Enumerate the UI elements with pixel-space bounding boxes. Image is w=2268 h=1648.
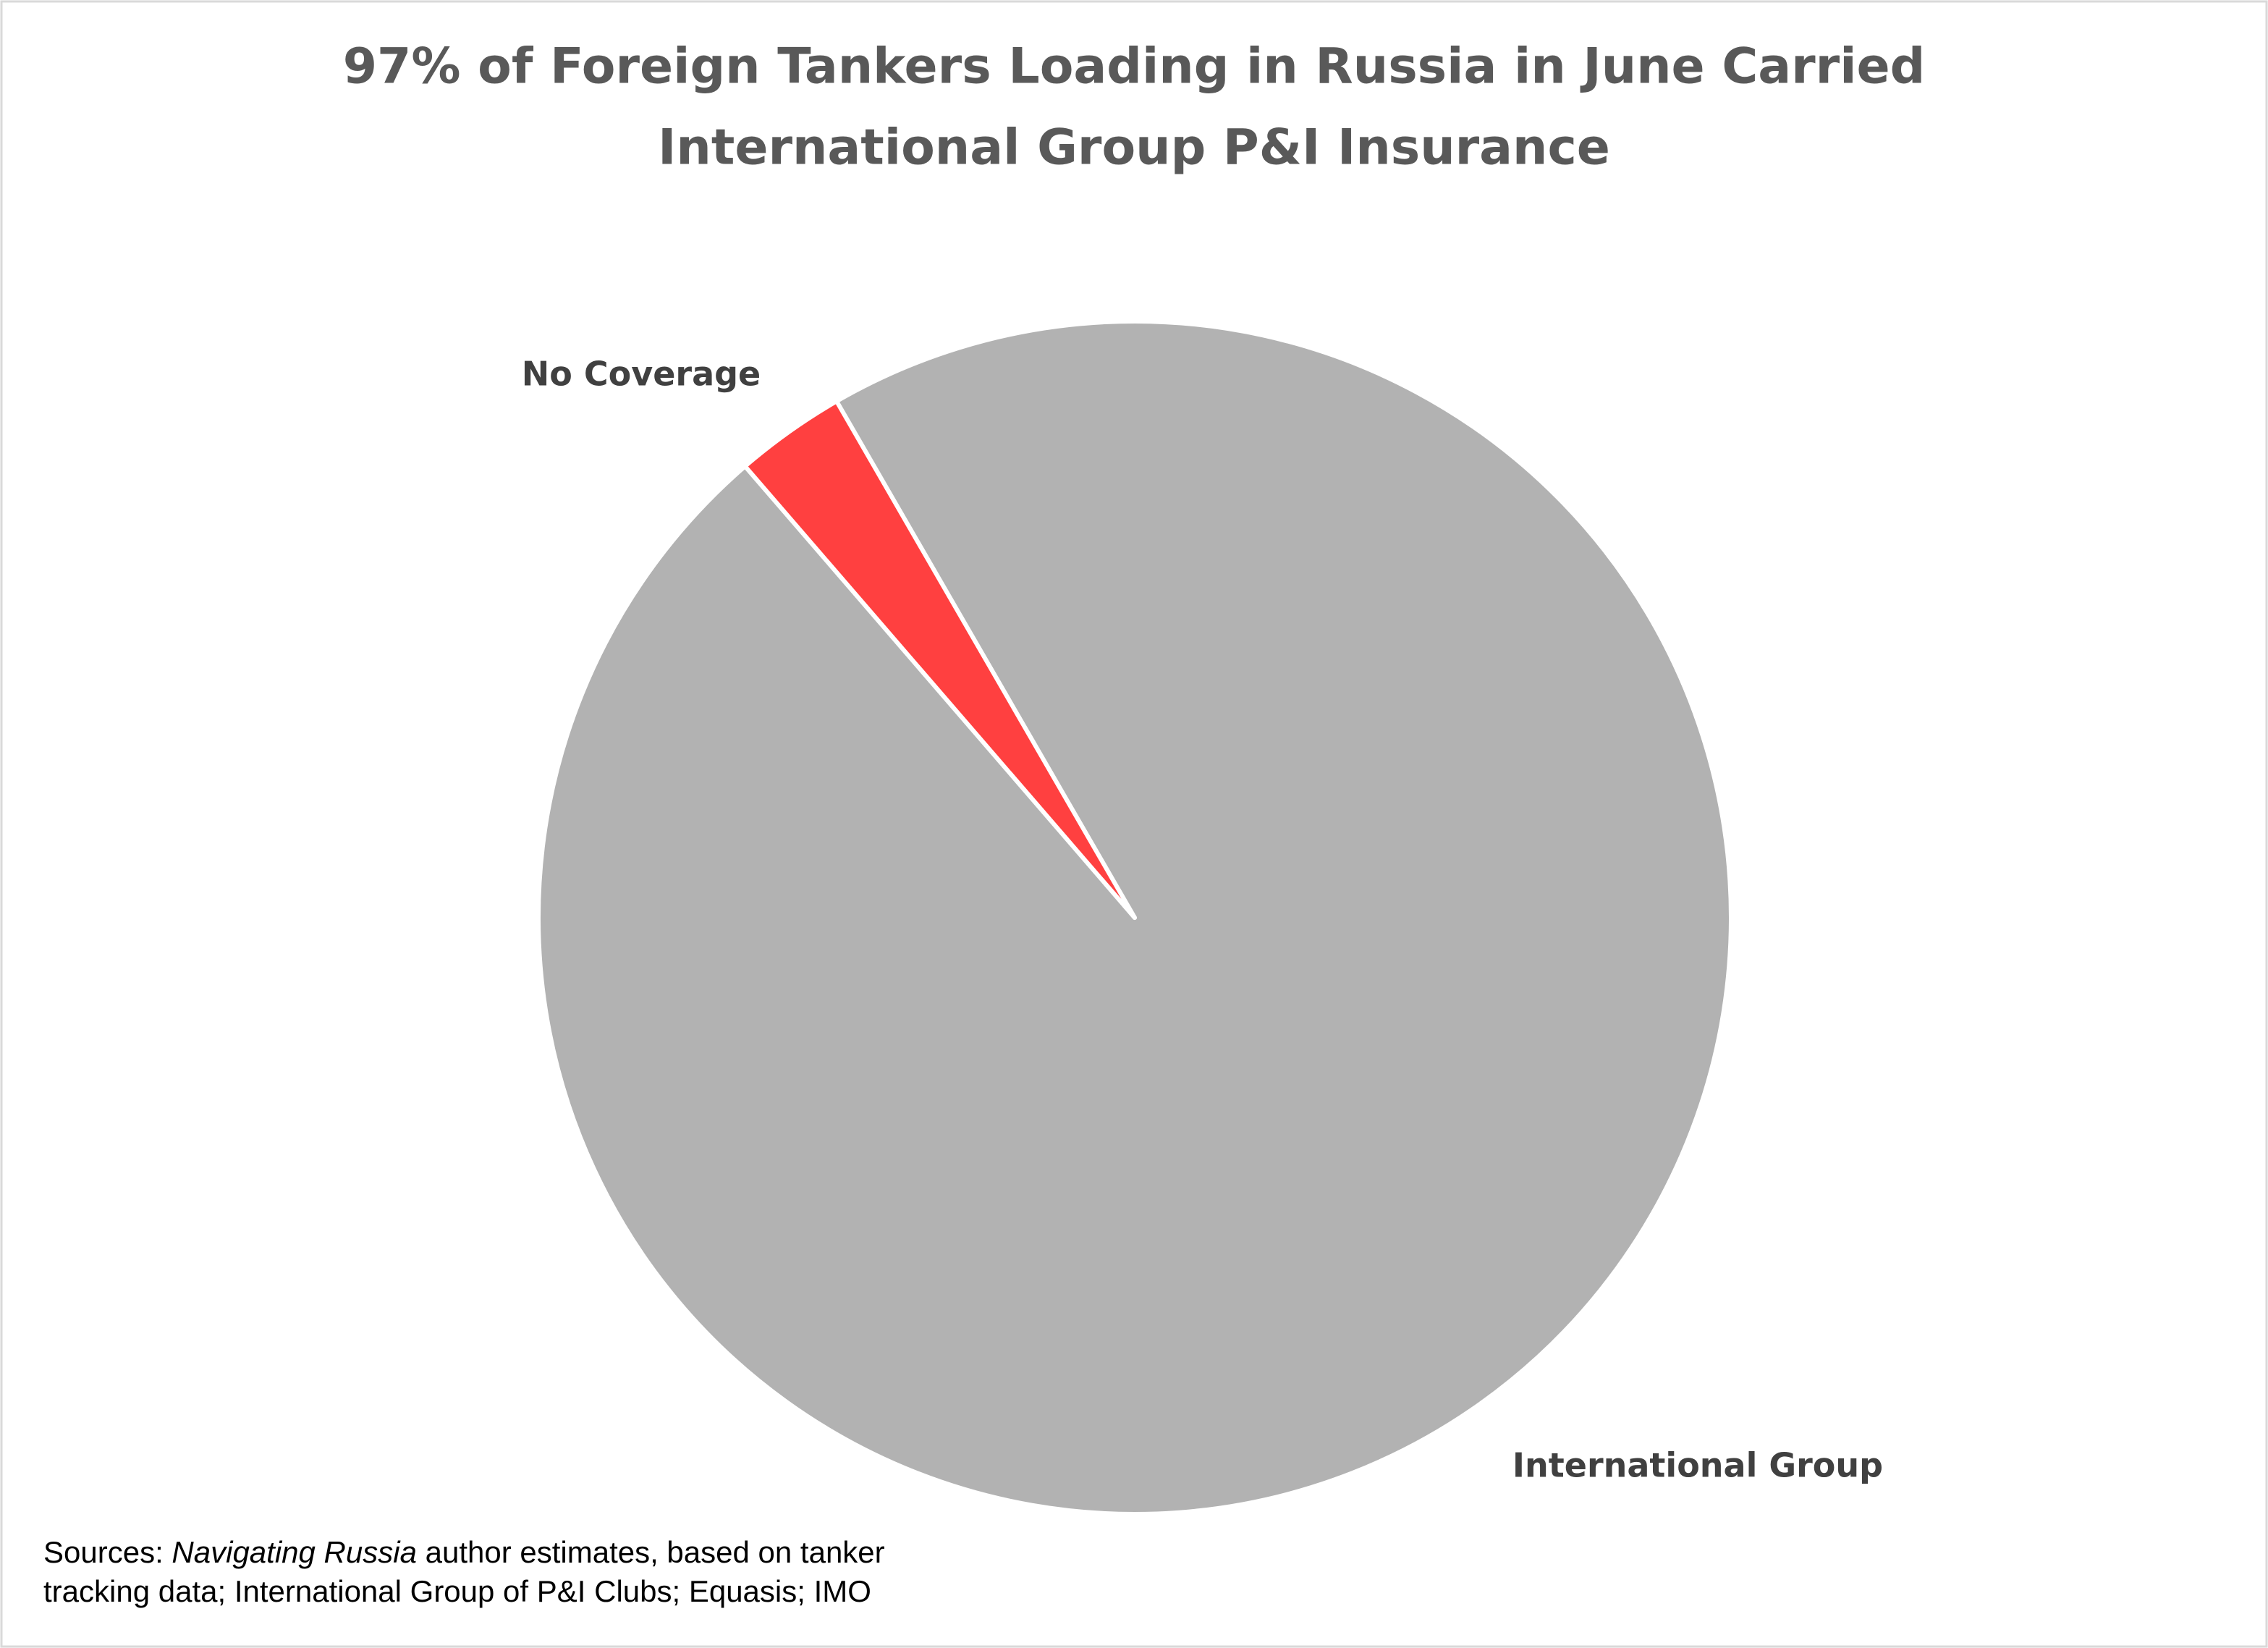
- source-suffix: author estimates, based on tanker tracki…: [43, 1535, 885, 1608]
- source-prefix: Sources:: [43, 1535, 172, 1569]
- slice-label: International Group: [1512, 1446, 1883, 1485]
- source-italic: Navigating Russia: [172, 1535, 417, 1569]
- slice-label: No Coverage: [522, 355, 761, 394]
- pie: [536, 319, 1733, 1516]
- pie-slice: [742, 399, 1137, 920]
- chart-title: 97% of Foreign Tankers Loading in Russia…: [343, 38, 1926, 96]
- source-note: Sources: Navigating Russia author estima…: [43, 1533, 984, 1611]
- chart-title: International Group P&I Insurance: [658, 119, 1610, 177]
